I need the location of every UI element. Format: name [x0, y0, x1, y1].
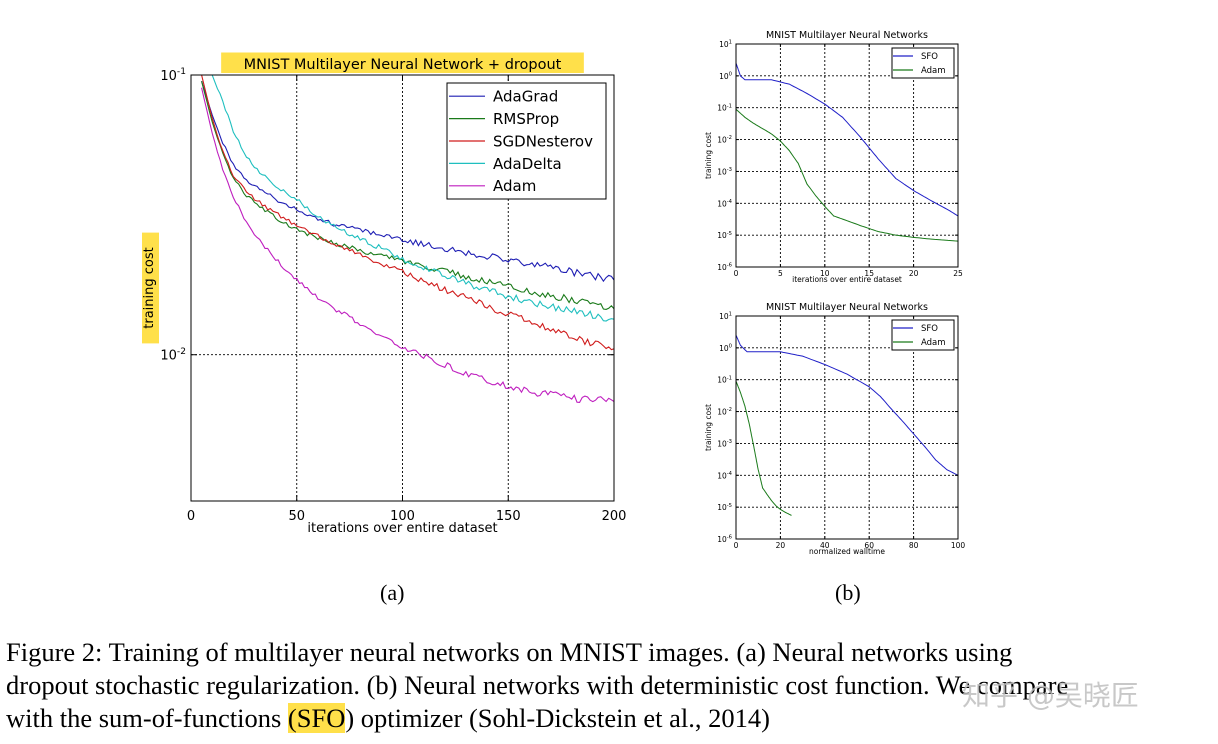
legend-label-adadelta: AdaDelta: [493, 155, 562, 173]
series-line-sfo: [736, 63, 958, 217]
legend-label-adam: Adam: [921, 338, 946, 348]
subfigure-label-a: (a): [380, 580, 405, 605]
series-line-adagrad: [201, 81, 614, 283]
watermark: 知乎 @吴晓匠: [962, 679, 1139, 712]
caption-line-3: with the sum-of-functions (SFO) optimize…: [6, 702, 1216, 735]
chart-title: MNIST Multilayer Neural Networks: [766, 30, 928, 41]
plot-frame: [735, 43, 959, 268]
x-tick-label: 10: [820, 269, 830, 278]
x-tick-label: 50: [288, 509, 305, 524]
x-tick-label: 5: [778, 269, 783, 278]
y-tick-label: 10-4: [717, 199, 732, 208]
x-tick-label: 200: [602, 509, 627, 524]
legend-label-rmsprop: RMSProp: [493, 110, 559, 128]
figure-caption: Figure 2: Training of multilayer neural …: [6, 636, 1216, 735]
caption-line-3-end: ) optimizer (Sohl-Dickstein et al., 2014…: [345, 703, 770, 733]
y-tick-label: 10-1: [717, 375, 732, 384]
y-axis-label: training cost: [704, 404, 713, 451]
x-tick-label: 40: [820, 541, 830, 550]
series-line-adam: [736, 108, 958, 242]
y-tick-label: 10-5: [717, 503, 732, 512]
series-line-adam: [201, 87, 614, 403]
y-tick-label: 10-4: [717, 471, 732, 480]
x-axis-label: iterations over entire dataset: [792, 275, 902, 284]
x-tick-label: 20: [909, 269, 919, 278]
series-line-adadelta: [211, 75, 614, 322]
chart-title: MNIST Multilayer Neural Networks: [766, 302, 928, 313]
series-line-sgdnesterov: [201, 75, 614, 351]
y-tick-label: 10-3: [717, 167, 732, 176]
x-tick-label: 0: [187, 509, 195, 524]
y-tick-label: 101: [719, 40, 732, 49]
legend-label-adam: Adam: [493, 177, 536, 195]
legend-label-adam: Adam: [921, 66, 946, 76]
y-tick-label: 10-3: [717, 439, 732, 448]
legend-label-adagrad: AdaGrad: [493, 88, 558, 106]
y-tick-label: 10-2: [717, 135, 732, 144]
legend-label-sfo: SFO: [921, 324, 938, 334]
y-axis-label: training cost: [142, 247, 157, 328]
y-tick-label: 10-1: [717, 103, 732, 112]
series-line-adam: [736, 381, 792, 516]
caption-highlight-sfo: (SFO: [287, 703, 346, 733]
subfigure-label-b: (b): [835, 580, 861, 605]
legend-label-sgdnesterov: SGDNesterov: [493, 132, 593, 150]
x-tick-label: 20: [776, 541, 786, 550]
caption-line-1: Figure 2: Training of multilayer neural …: [6, 637, 1013, 667]
x-tick-label: 60: [864, 541, 874, 550]
legend-box: [891, 47, 955, 79]
x-tick-label: 0: [734, 541, 739, 550]
x-axis-label: normalized walltime: [809, 547, 885, 556]
caption-line-3-start: with the sum-of-functions: [6, 703, 288, 733]
x-tick-label: 100: [390, 509, 415, 524]
y-axis-label-highlight: [142, 232, 159, 344]
series-line-rmsprop: [201, 81, 614, 310]
x-tick-label: 25: [953, 269, 963, 278]
chart-title-highlight: [221, 52, 584, 73]
chart-title: MNIST Multilayer Neural Network + dropou…: [244, 57, 562, 73]
x-tick-label: 15: [864, 269, 874, 278]
y-tick-label: 100: [719, 343, 732, 352]
y-tick-label: 10-6: [717, 535, 732, 544]
caption-line-2: dropout stochastic regularization. (b) N…: [6, 670, 1069, 700]
legend-label-sfo: SFO: [921, 52, 938, 62]
y-tick-label: 10-6: [717, 263, 732, 272]
y-axis-label: training cost: [704, 132, 713, 179]
y-tick-label: 10-5: [717, 231, 732, 240]
series-line-sfo: [736, 334, 958, 476]
x-axis-label: iterations over entire dataset: [307, 521, 497, 536]
x-tick-label: 150: [496, 509, 521, 524]
y-tick-label: 101: [719, 312, 732, 321]
y-tick-label: 100: [719, 71, 732, 80]
x-tick-label: 100: [951, 541, 966, 550]
y-tick-label: 10-2: [160, 347, 186, 364]
y-tick-label: 10-2: [717, 407, 732, 416]
y-tick-label: 10-1: [160, 67, 186, 84]
x-tick-label: 0: [734, 269, 739, 278]
legend-box: [891, 319, 955, 351]
x-tick-label: 80: [909, 541, 919, 550]
plot-frame: [735, 315, 959, 540]
